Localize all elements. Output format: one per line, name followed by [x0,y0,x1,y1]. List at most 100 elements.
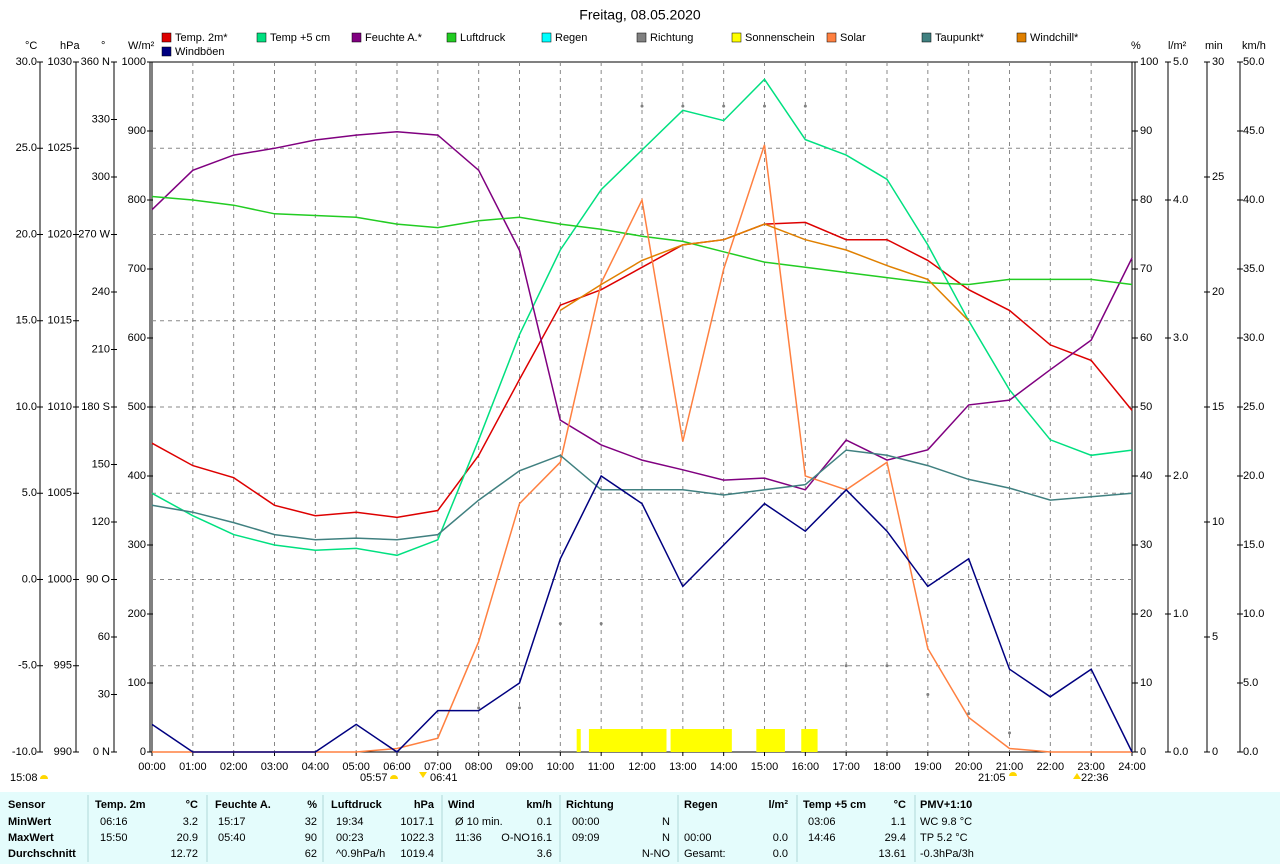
series-line [151,221,1133,519]
x-tick-label: 18:00 [873,761,901,773]
table-cell: -0.3hPa/3h [920,848,974,860]
table-cell: 1022.3 [400,832,434,844]
y-tick-label: 60 [98,631,110,643]
y-tick-label: 15 [1212,401,1224,413]
y-tick-label: 900 [128,125,146,137]
y-tick-label: 330 [92,113,110,125]
table-header: Temp. 2m [95,799,146,811]
table-cell: 13.61 [878,848,906,860]
sun-icon [390,775,398,779]
table-header: Regen [684,799,718,811]
y-tick-label: 70 [1140,263,1152,275]
annotation: 22:36 [1081,772,1109,784]
sunshine-bar [576,729,581,752]
y-tick-label: 0.0 [1243,746,1258,758]
y-tick-label: 995 [54,660,72,672]
legend-swatch [826,32,837,43]
table-cell: N [662,816,670,828]
table-cell: WC 9.8 °C [920,816,972,828]
y-tick-label: 1005 [48,487,72,499]
direction-dot [926,693,930,696]
y-tick-label: 10.0 [16,401,37,413]
y-tick-label: 90 [1140,125,1152,137]
table-cell: Ø 10 min. [455,816,503,828]
table-cell: 62 [305,848,317,860]
y-tick-label: 600 [128,332,146,344]
y-tick-label: 40 [1140,470,1152,482]
axis-unit: °C [25,40,37,52]
table-cell: 0.0 [773,832,788,844]
y-tick-label: 25 [1212,171,1224,183]
y-tick-label: 0 [1140,746,1146,758]
x-tick-label: 21:00 [996,761,1024,773]
y-tick-label: 1020 [48,228,72,240]
x-tick-label: 02:00 [220,761,248,773]
legend-label: Temp. 2m* [175,32,228,44]
table-cell: N [662,832,670,844]
x-tick-label: 19:00 [914,761,942,773]
y-tick-label: 15.0 [16,315,37,327]
legend-label: Solar [840,32,866,44]
x-tick-label: 00:00 [138,761,166,773]
y-tick-label: 5.0 [22,487,37,499]
legend-label: Richtung [650,32,693,44]
legend-swatch [636,32,647,43]
table-cell: 29.4 [885,832,906,844]
table-cell: 00:23 [336,832,364,844]
table-cell: 15:50 [100,832,128,844]
y-tick-label: 400 [128,470,146,482]
table-cell: 1.1 [891,816,906,828]
legend-swatch [541,32,552,43]
y-tick-label: 0 [140,746,146,758]
x-tick-label: 04:00 [302,761,330,773]
table-cell: 32 [305,816,317,828]
x-tick-label: 01:00 [179,761,207,773]
y-tick-label: 100 [1140,56,1158,68]
y-tick-label: 210 [92,343,110,355]
x-tick-label: 03:00 [261,761,289,773]
y-tick-label: 0.0 [22,573,37,585]
y-tick-label: 3.0 [1173,332,1188,344]
x-tick-label: 07:00 [424,761,452,773]
row-label: MinWert [8,816,52,828]
table-cell: 1019.4 [400,848,434,860]
sun-icon [1009,772,1017,776]
legend-label: Luftdruck [460,32,506,44]
y-tick-label: 2.0 [1173,470,1188,482]
table-cell: 20.9 [177,832,198,844]
y-tick-label: 10.0 [1243,608,1264,620]
y-tick-label: 25.0 [16,142,37,154]
table-header: Richtung [566,799,614,811]
y-tick-label: 5 [1212,631,1218,643]
x-tick-label: 08:00 [465,761,493,773]
x-tick-label: 24:00 [1118,761,1146,773]
x-tick-label: 05:00 [342,761,370,773]
y-tick-label: 0 N [93,746,110,758]
legend-swatch [1016,32,1027,43]
table-header: % [307,799,317,811]
axis-unit: W/m² [128,40,155,52]
legend-label: Windböen [175,46,225,58]
table-header: Temp +5 cm [803,799,866,811]
y-tick-label: 1000 [122,56,146,68]
table-cell: ^0.9hPa/h [336,848,385,860]
axis-unit: % [1131,40,1141,52]
y-tick-label: 990 [54,746,72,758]
table-cell: 05:40 [218,832,246,844]
direction-dot [844,664,848,668]
y-tick-label: 60 [1140,332,1152,344]
table-cell: 0.0 [773,848,788,860]
y-tick-label: 20.0 [16,228,37,240]
y-tick-label: 240 [92,286,110,298]
summary-background [0,792,1280,864]
direction-dot [599,622,603,626]
y-tick-label: 5.0 [1243,677,1258,689]
series-line [559,223,970,322]
sunshine-bar [670,729,732,752]
y-tick-label: 0.0 [1173,746,1188,758]
x-tick-label: 13:00 [669,761,697,773]
direction-dot [681,104,685,108]
legend-swatch [161,46,172,57]
legend-label: Taupunkt* [935,32,985,44]
